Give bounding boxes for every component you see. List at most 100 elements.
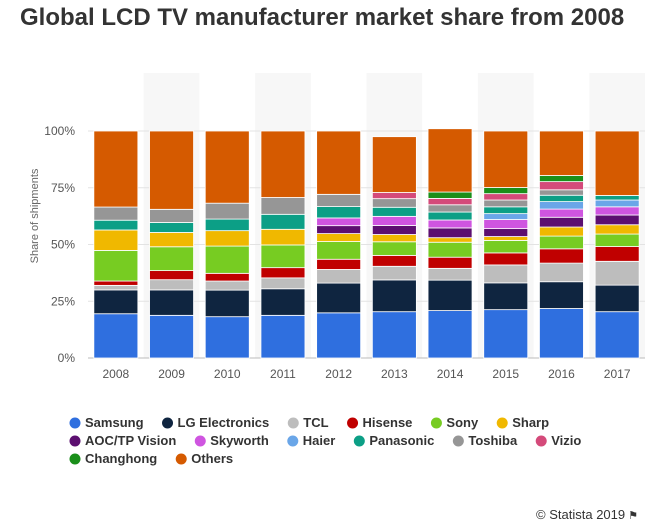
bar-segment (149, 289, 194, 316)
bar-segment (427, 279, 473, 311)
bar-segment (93, 280, 139, 286)
bar-segment (539, 194, 584, 202)
y-axis-label: Share of shipments (29, 168, 41, 263)
bar-segment (260, 288, 306, 316)
bar-segment (539, 181, 584, 191)
x-tick-label: 2017 (604, 367, 631, 381)
bar-segment (483, 309, 529, 359)
legend-item: TCL (287, 415, 329, 430)
bar-segment (316, 269, 362, 284)
bar-segment (204, 316, 250, 359)
bar-stack (93, 130, 139, 359)
bar-segment (371, 215, 417, 226)
bar-segment (539, 308, 584, 359)
bar-segment (371, 234, 417, 243)
bar-segment (594, 311, 640, 359)
legend-label: Vizio (551, 433, 581, 448)
bar-segment (539, 281, 584, 309)
bar-segment (539, 235, 584, 250)
bar-segment (427, 191, 473, 199)
bar-segment (483, 219, 529, 230)
x-tick-label: 2010 (214, 367, 241, 381)
bar-segment (260, 314, 306, 359)
bar-stack (204, 130, 250, 359)
bar-segment (316, 225, 362, 235)
bar-segment (483, 206, 529, 215)
legend-item: Sony (430, 415, 479, 430)
y-tick-label: 0% (58, 351, 76, 365)
y-tick-label: 25% (51, 294, 75, 308)
bar-segment (539, 262, 584, 283)
bar-segment (93, 229, 139, 251)
credit-text: © Statista 2019 (536, 507, 626, 522)
bar-stack (371, 136, 417, 359)
legend-swatch (430, 417, 442, 429)
legend-label: AOC/TP Vision (85, 433, 176, 448)
bar-segment (371, 254, 417, 267)
bar-segment (149, 222, 194, 233)
legend-label: Toshiba (468, 433, 518, 448)
bar-segment (483, 199, 529, 208)
bar-segment (149, 246, 194, 272)
x-tick-label: 2014 (437, 367, 464, 381)
y-axis: 0% 25% 50% 75% 100% (44, 124, 75, 365)
bar-segment (539, 248, 584, 264)
legend-item: Sharp (496, 415, 549, 430)
bar-segment (316, 258, 362, 270)
y-tick-label: 50% (51, 238, 75, 252)
bar-segment (427, 204, 473, 213)
bar-segment (594, 195, 640, 201)
bar-segment (427, 219, 473, 229)
flag-icon[interactable]: ⚑ (628, 510, 638, 522)
bar-segment (260, 213, 306, 230)
legend-label: LG Electronics (178, 415, 270, 430)
legend-label: Sony (446, 415, 479, 430)
bar-segment (539, 189, 584, 196)
x-tick-label: 2009 (158, 367, 185, 381)
bar-segment (483, 240, 529, 254)
bar-segment (539, 130, 584, 176)
legend-swatch (69, 435, 81, 447)
legend-swatch (347, 417, 359, 429)
bar-segment (93, 250, 139, 282)
legend-label: Samsung (85, 415, 144, 430)
legend-swatch (287, 417, 299, 429)
legend-swatch (175, 453, 187, 465)
bar-segment (316, 282, 362, 314)
bar-segment (371, 198, 417, 208)
bar-segment (149, 130, 194, 210)
legend-label: Others (191, 451, 233, 466)
legend-swatch (287, 435, 299, 447)
bar-segment (427, 241, 473, 258)
legend-item: Others (175, 451, 233, 466)
bar-segment (483, 213, 529, 220)
y-tick-label: 100% (44, 124, 75, 138)
bar-segment (316, 193, 362, 207)
x-axis: 2008 2009 2010 2011 2012 2013 2014 2015 2016 2017 (102, 367, 630, 381)
bar-segment (594, 130, 640, 196)
bar-segment (204, 289, 250, 318)
x-tick-label: 2016 (548, 367, 575, 381)
statista-credit[interactable]: © Statista 2019 ⚑ (536, 507, 638, 522)
bar-stack (483, 130, 529, 359)
bar-segment (427, 198, 473, 206)
bar-segment (260, 197, 306, 215)
bar-segment (371, 241, 417, 256)
bar-segment (93, 289, 139, 315)
legend-swatch (353, 435, 365, 447)
bar-stack (594, 130, 640, 359)
bar-stack (260, 130, 306, 359)
bar-segment (594, 260, 640, 286)
bar-segment (149, 270, 194, 281)
bar-segment (427, 237, 473, 243)
bar-segment (371, 136, 417, 193)
legend-item: AOC/TP Vision (69, 433, 176, 448)
bar-stack (149, 130, 194, 359)
bar-stack (427, 128, 473, 359)
legend-label: Sharp (512, 415, 549, 430)
bar-segment (260, 244, 306, 269)
legend-swatch (69, 417, 81, 429)
bar-segment (260, 130, 306, 198)
bar-segment (371, 225, 417, 235)
